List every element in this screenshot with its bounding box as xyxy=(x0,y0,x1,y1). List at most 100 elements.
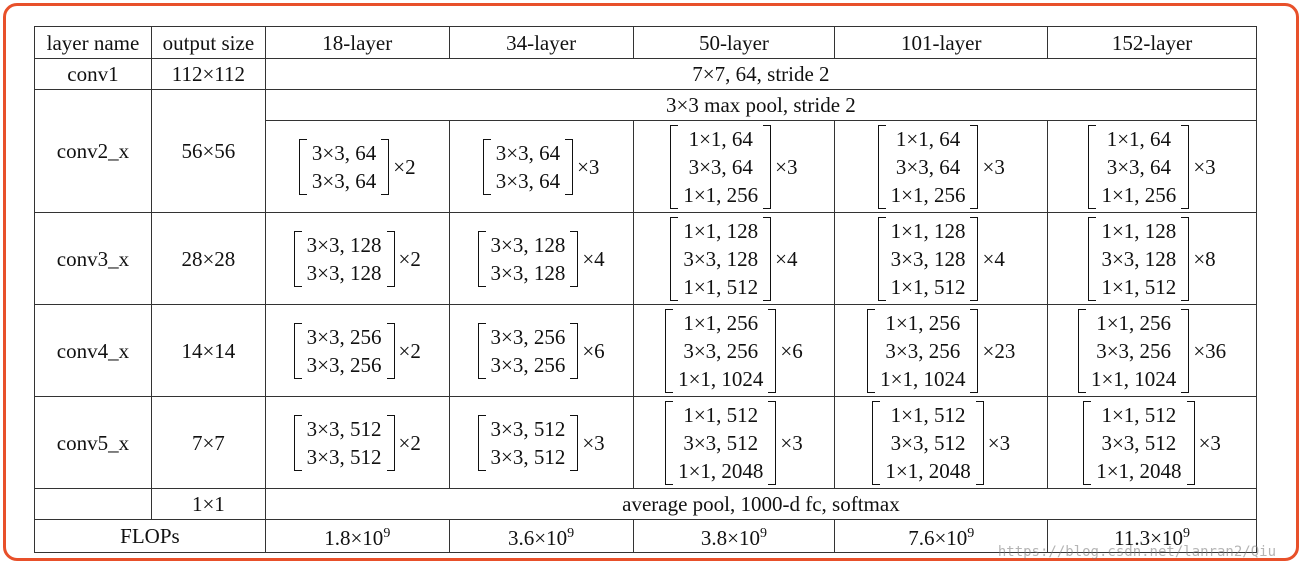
block-line: 1×1, 1024 xyxy=(678,366,764,391)
pool-desc: 3×3 max pool, stride 2 xyxy=(264,89,1258,121)
conv3-cell: 1×1, 128 3×3, 128 1×1, 512 ×4 xyxy=(632,212,836,305)
block-multiplier: ×3 xyxy=(577,154,600,179)
flops-mantissa: 3.6×10 xyxy=(508,526,568,550)
block-multiplier: ×2 xyxy=(393,154,416,179)
resnet-architecture-table: layer name output size 18-layer 34-layer… xyxy=(34,26,1258,553)
conv5-cell: 1×1, 512 3×3, 512 1×1, 2048 ×3 xyxy=(1047,396,1257,489)
block-line: 3×3, 512 xyxy=(490,416,566,441)
bracket-matrix: 3×3, 256 3×3, 256 xyxy=(293,322,395,379)
header-50-layer: 50-layer xyxy=(632,26,836,59)
conv4-cell: 1×1, 256 3×3, 256 1×1, 1024 ×36 xyxy=(1047,304,1257,397)
block-line: 1×1, 512 xyxy=(683,402,759,427)
header-output-size: output size xyxy=(150,26,266,59)
bracket-matrix: 1×1, 128 3×3, 128 1×1, 512 xyxy=(670,216,772,301)
block-line: 3×3, 512 xyxy=(683,430,759,455)
conv5-cell: 3×3, 512 3×3, 512 ×2 xyxy=(264,396,450,489)
conv5-row: conv5_x 7×7 3×3, 512 3×3, 512 ×2 3×3, 512 3… xyxy=(34,396,1257,489)
conv3-name: conv3_x xyxy=(34,212,152,305)
block-multiplier: ×8 xyxy=(1193,246,1216,271)
block-spec: 3×3, 64 3×3, 64 ×2 xyxy=(298,138,416,195)
block-line: 1×1, 256 xyxy=(683,310,759,335)
conv1-name: conv1 xyxy=(34,58,152,90)
block-line: 1×1, 256 xyxy=(683,182,759,207)
bracket-matrix: 1×1, 256 3×3, 256 1×1, 1024 xyxy=(867,308,979,393)
conv3-size: 28×28 xyxy=(150,212,266,305)
block-line: 1×1, 512 xyxy=(890,274,966,299)
bracket-matrix: 1×1, 512 3×3, 512 1×1, 2048 xyxy=(665,400,777,485)
block-multiplier: ×4 xyxy=(775,246,798,271)
block-multiplier: ×3 xyxy=(780,430,803,455)
conv4-name: conv4_x xyxy=(34,304,152,397)
block-line: 1×1, 2048 xyxy=(1096,458,1182,483)
block-line: 1×1, 128 xyxy=(683,218,759,243)
flops-mantissa: 3.8×10 xyxy=(700,526,760,550)
block-multiplier: ×36 xyxy=(1193,338,1227,363)
bracket-matrix: 3×3, 512 3×3, 512 xyxy=(293,414,395,471)
block-spec: 3×3, 128 3×3, 128 ×4 xyxy=(477,230,605,287)
flops-value: 3.8×109 xyxy=(632,519,836,553)
block-spec: 1×1, 128 3×3, 128 1×1, 512 ×8 xyxy=(1088,216,1216,301)
final-desc: average pool, 1000-d fc, softmax xyxy=(264,488,1258,520)
header-row: layer name output size 18-layer 34-layer… xyxy=(34,26,1257,59)
bracket-matrix: 1×1, 512 3×3, 512 1×1, 2048 xyxy=(872,400,984,485)
flops-value: 1.8×109 xyxy=(264,519,450,553)
bracket-matrix: 3×3, 128 3×3, 128 xyxy=(293,230,395,287)
block-line: 1×1, 512 xyxy=(890,402,966,427)
header-152-layer: 152-layer xyxy=(1047,26,1257,59)
block-spec: 1×1, 512 3×3, 512 1×1, 2048 ×3 xyxy=(872,400,1011,485)
flops-mantissa: 7.6×10 xyxy=(908,526,968,550)
block-line: 3×3, 256 xyxy=(490,324,566,349)
header-101-layer: 101-layer xyxy=(834,26,1049,59)
bracket-matrix: 3×3, 128 3×3, 128 xyxy=(477,230,579,287)
conv2-cell: 1×1, 64 3×3, 64 1×1, 256 ×3 xyxy=(1047,120,1257,213)
block-line: 1×1, 64 xyxy=(1106,126,1172,151)
bracket-matrix: 1×1, 128 3×3, 128 1×1, 512 xyxy=(877,216,979,301)
flops-value: 7.6×109 xyxy=(834,519,1049,553)
block-line: 1×1, 256 xyxy=(1101,182,1177,207)
block-line: 3×3, 512 xyxy=(306,416,382,441)
block-line: 3×3, 128 xyxy=(683,246,759,271)
flops-mantissa: 11.3×10 xyxy=(1114,526,1183,550)
final-size: 1×1 xyxy=(150,488,266,520)
conv4-cell: 3×3, 256 3×3, 256 ×2 xyxy=(264,304,450,397)
block-line: 3×3, 512 xyxy=(1101,430,1177,455)
block-line: 1×1, 1024 xyxy=(1090,366,1177,391)
block-spec: 3×3, 512 3×3, 512 ×3 xyxy=(477,414,605,471)
block-line: 1×1, 512 xyxy=(683,274,759,299)
flops-exponent: 9 xyxy=(759,526,767,541)
block-line: 3×3, 128 xyxy=(490,260,566,285)
final-blank xyxy=(34,488,152,520)
block-spec: 1×1, 256 3×3, 256 1×1, 1024 ×36 xyxy=(1077,308,1227,393)
conv5-name: conv5_x xyxy=(34,396,152,489)
block-line: 3×3, 512 xyxy=(490,444,566,469)
block-spec: 3×3, 256 3×3, 256 ×2 xyxy=(293,322,421,379)
block-multiplier: ×4 xyxy=(982,246,1005,271)
block-multiplier: ×3 xyxy=(1193,154,1216,179)
conv3-cell: 3×3, 128 3×3, 128 ×4 xyxy=(448,212,634,305)
block-line: 1×1, 512 xyxy=(1101,274,1177,299)
bracket-matrix: 1×1, 64 3×3, 64 1×1, 256 xyxy=(877,124,979,209)
bracket-matrix: 1×1, 256 3×3, 256 1×1, 1024 xyxy=(665,308,777,393)
flops-value: 11.3×109 xyxy=(1047,519,1257,553)
block-multiplier: ×3 xyxy=(1198,430,1221,455)
flops-value: 3.6×109 xyxy=(448,519,634,553)
conv1-desc: 7×7, 64, stride 2 xyxy=(264,58,1258,90)
block-line: 1×1, 128 xyxy=(1101,218,1177,243)
conv2-cell: 3×3, 64 3×3, 64 ×3 xyxy=(448,120,634,213)
conv5-size: 7×7 xyxy=(150,396,266,489)
conv2-row: 3×3, 64 3×3, 64 ×2 3×3, 64 3×3, 64 ×3 1×1, 6… xyxy=(35,120,1257,213)
block-multiplier: ×3 xyxy=(987,430,1011,455)
bracket-matrix: 3×3, 64 3×3, 64 xyxy=(298,138,390,195)
conv5-cell: 1×1, 512 3×3, 512 1×1, 2048 ×3 xyxy=(834,396,1049,489)
conv1-size: 112×112 xyxy=(150,58,266,90)
bracket-matrix: 1×1, 64 3×3, 64 1×1, 256 xyxy=(670,124,772,209)
block-spec: 1×1, 512 3×3, 512 1×1, 2048 ×3 xyxy=(1083,400,1221,485)
conv5-cell: 1×1, 512 3×3, 512 1×1, 2048 ×3 xyxy=(632,396,836,489)
conv1-row: conv1 112×112 7×7, 64, stride 2 xyxy=(34,58,1258,90)
block-line: 3×3, 64 xyxy=(895,154,961,179)
block-line: 3×3, 512 xyxy=(890,430,966,455)
block-spec: 3×3, 128 3×3, 128 ×2 xyxy=(293,230,421,287)
watermark: https://blog.csdn.net/lanran2/Qiu xyxy=(997,544,1276,560)
block-line: 3×3, 64 xyxy=(1106,154,1172,179)
flops-exponent: 9 xyxy=(1182,526,1190,541)
